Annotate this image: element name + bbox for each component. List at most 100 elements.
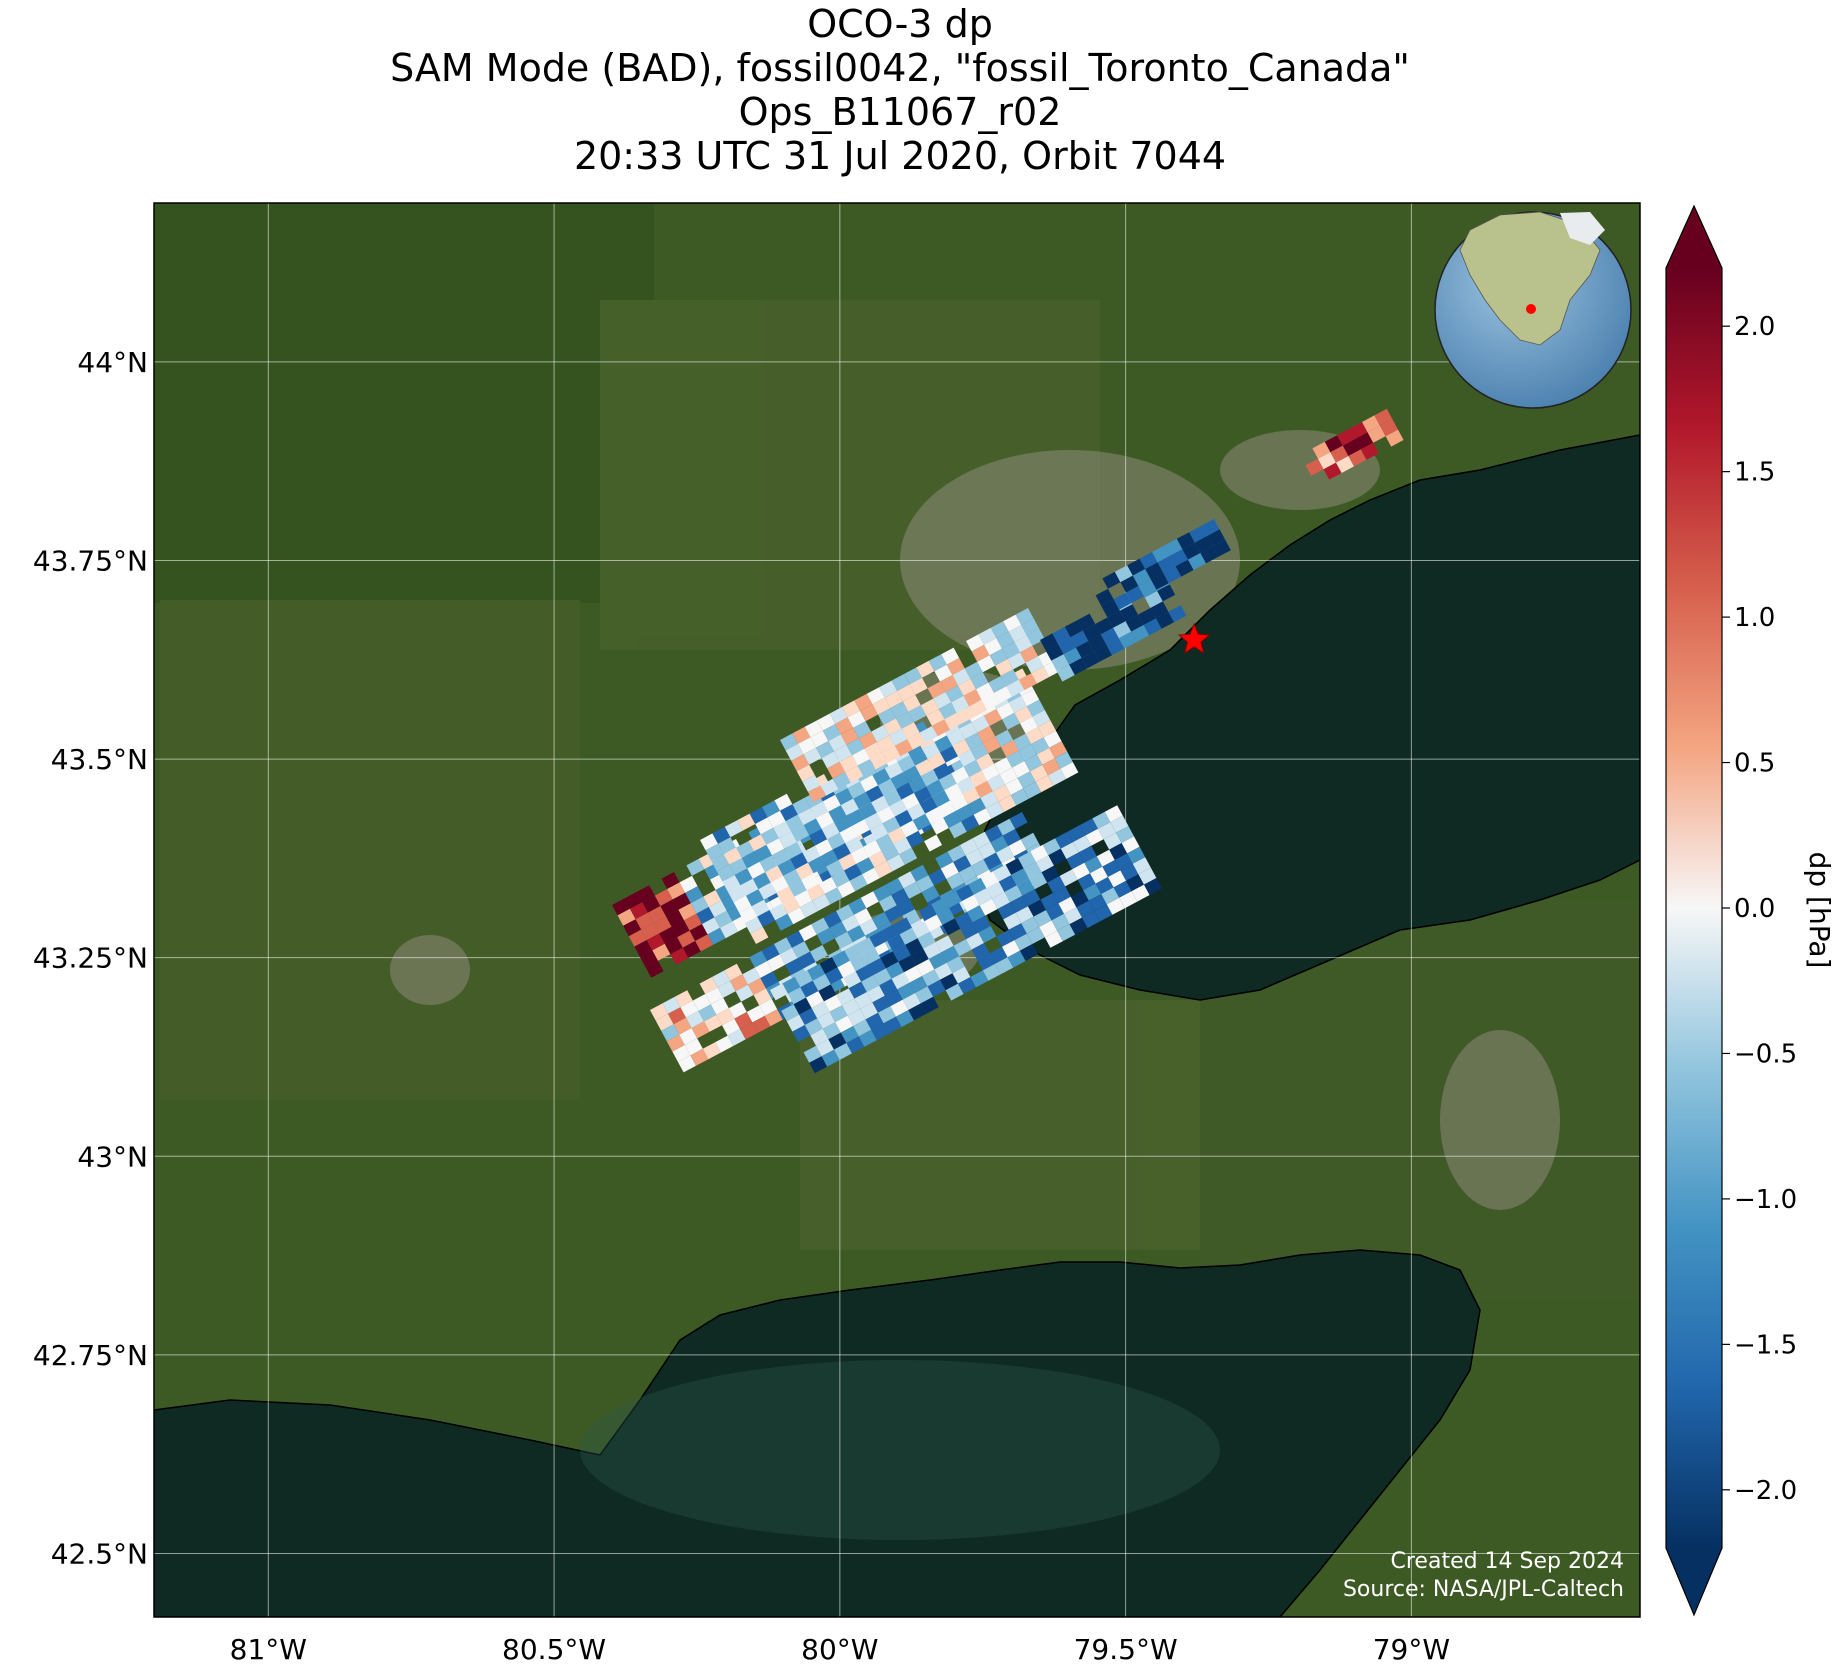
lat-tick-label: 42.75°N	[33, 1339, 148, 1372]
dp-pixel	[1342, 439, 1361, 456]
dp-pixel	[883, 718, 902, 736]
dp-pixel	[839, 826, 858, 843]
dp-pixel	[1355, 432, 1374, 450]
dp-pixel	[981, 763, 1000, 781]
lon-tick-label: 80.5°W	[502, 1633, 606, 1666]
dp-pixel	[640, 950, 658, 968]
dp-pixel	[782, 976, 801, 994]
dp-pixel	[847, 710, 866, 728]
map-frame	[153, 202, 1641, 1618]
dp-pixel	[879, 680, 898, 698]
globe-north-america	[1459, 211, 1601, 346]
dp-pixel	[859, 918, 878, 936]
dp-pixel	[1010, 788, 1029, 806]
dp-pixel	[842, 700, 860, 718]
dp-pixel	[793, 997, 812, 1015]
dp-pixel	[821, 751, 840, 769]
dp-pixel	[1100, 627, 1119, 645]
dp-pixel	[902, 993, 921, 1010]
dp-pixel	[650, 1003, 668, 1021]
dp-pixel	[746, 889, 764, 907]
dp-pixel	[844, 863, 862, 881]
dp-pixel	[1101, 887, 1120, 905]
dp-pixel	[800, 900, 818, 918]
dp-pixel	[617, 908, 636, 926]
dp-pixel	[1069, 917, 1088, 935]
dp-pixel	[1015, 608, 1034, 625]
dp-pixel	[806, 991, 824, 1008]
dp-pixel	[1051, 913, 1070, 931]
dp-pixel	[940, 745, 958, 763]
dp-pixel	[1305, 458, 1324, 476]
dp-pixel	[934, 735, 953, 753]
dp-pixel	[786, 930, 805, 948]
dp-pixel	[1007, 652, 1026, 670]
dp-pixel	[864, 742, 883, 759]
dp-pixel	[934, 962, 953, 980]
dp-pixel	[834, 744, 852, 762]
dp-pixel	[799, 1008, 818, 1025]
dp-pixel	[821, 1049, 840, 1067]
dp-pixel	[948, 821, 967, 839]
dp-pixel	[860, 704, 878, 722]
dp-pixel	[969, 699, 988, 717]
dp-pixel	[784, 842, 803, 859]
dp-pixel	[847, 925, 866, 943]
dp-pixel	[896, 1010, 914, 1027]
dp-pixel	[1114, 565, 1133, 583]
dp-pixel	[1106, 638, 1125, 656]
dp-pixel	[835, 1015, 854, 1033]
dp-pixel	[770, 983, 788, 1001]
dp-pixel	[673, 1017, 692, 1035]
dp-pixel	[708, 900, 727, 918]
dp-pixel	[1143, 618, 1162, 636]
dp-pixel	[826, 860, 844, 877]
dp-pixel	[686, 1011, 704, 1028]
dp-pixel	[800, 980, 819, 998]
dp-pixel	[897, 755, 916, 773]
dp-pixel	[1126, 586, 1144, 603]
dp-pixel	[667, 882, 686, 900]
dp-pixel	[827, 832, 846, 850]
dp-pixel	[989, 648, 1008, 666]
dp-pixel	[811, 1001, 830, 1019]
dp-pixel	[944, 783, 963, 801]
dp-pixel	[915, 759, 934, 776]
dp-pixel	[1036, 747, 1055, 765]
dp-pixel	[1385, 429, 1404, 447]
dp-pixel	[1005, 858, 1024, 875]
dp-pixel	[860, 775, 878, 792]
dp-pixel	[958, 977, 976, 994]
dp-pixel	[1024, 754, 1043, 772]
colorbar-tick-label: 1.0	[1734, 603, 1775, 633]
dp-pixel	[946, 658, 965, 675]
dp-pixel	[1138, 579, 1157, 597]
dp-pixel	[690, 896, 709, 914]
dp-pixel	[886, 854, 905, 872]
dp-pixel	[689, 924, 708, 941]
dp-pixel	[791, 754, 810, 772]
dp-pixel	[936, 908, 955, 925]
dp-pixel	[832, 843, 851, 860]
dp-pixel	[995, 729, 1014, 747]
dp-pixel	[1028, 899, 1046, 917]
dp-pixel	[1088, 634, 1107, 652]
dp-pixel	[1002, 829, 1021, 846]
dp-pixel	[907, 803, 926, 821]
dp-pixel	[909, 748, 928, 766]
dp-pixel	[1125, 614, 1144, 632]
dp-pixel	[824, 887, 843, 905]
dp-pixel	[930, 817, 949, 835]
dp-pixel	[876, 806, 895, 824]
dp-pixel	[1000, 740, 1019, 758]
dp-pixel	[831, 870, 850, 888]
lat-tick-label: 43.25°N	[33, 942, 148, 975]
dp-pixel	[672, 892, 691, 910]
dp-pixel	[635, 912, 654, 930]
dp-pixel	[894, 739, 913, 757]
dp-pixel	[755, 817, 774, 835]
dp-pixel	[1156, 611, 1174, 629]
dp-pixel	[837, 960, 856, 978]
dp-pixel	[1102, 860, 1121, 877]
dp-pixel	[858, 802, 877, 820]
